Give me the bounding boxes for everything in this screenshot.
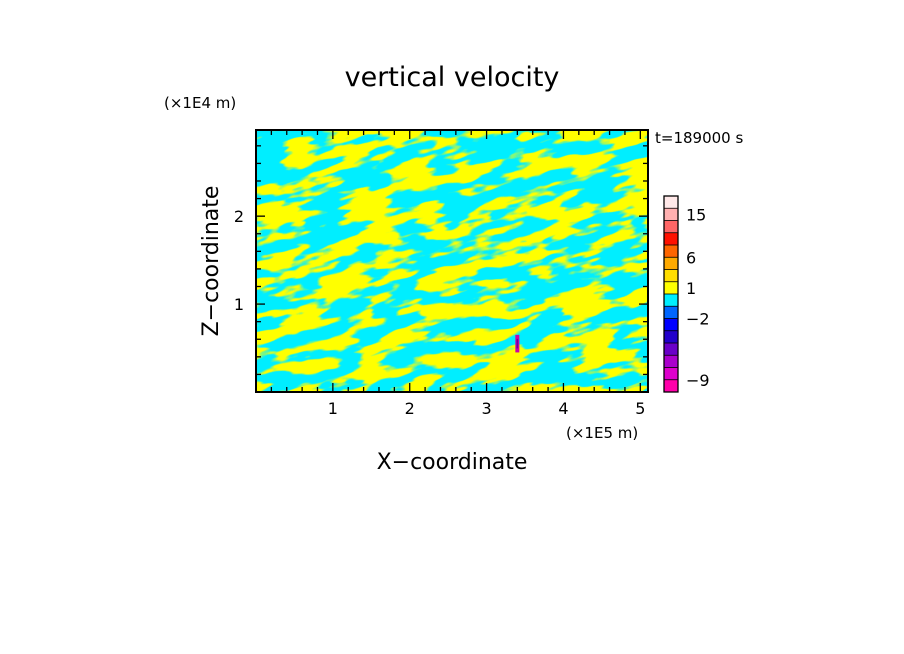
colorbar-swatch bbox=[664, 232, 678, 245]
x-tick-label: 2 bbox=[405, 399, 415, 418]
colorbar-swatch bbox=[664, 330, 678, 343]
y-tick-label: 2 bbox=[234, 207, 244, 226]
colorbar-label: −2 bbox=[686, 310, 710, 329]
x-tick-label: 5 bbox=[635, 399, 645, 418]
x-tick-labels: 1 2 3 4 5 bbox=[328, 399, 646, 418]
field-bands bbox=[256, 130, 648, 392]
x-unit-label: (×1E5 m) bbox=[566, 424, 638, 442]
colorbar-swatch bbox=[664, 245, 678, 258]
y-unit-label: (×1E4 m) bbox=[164, 94, 236, 112]
colorbar-swatch bbox=[664, 367, 678, 380]
y-tick-labels: 12 bbox=[234, 207, 244, 314]
field-area bbox=[256, 130, 648, 392]
colorbar-swatch bbox=[664, 281, 678, 294]
colorbar-label: 1 bbox=[686, 279, 696, 298]
colorbar-swatch bbox=[664, 306, 678, 319]
colorbar-label: 15 bbox=[686, 205, 706, 224]
colorbar-swatch bbox=[664, 355, 678, 368]
colorbar-swatch bbox=[664, 294, 678, 307]
y-tick-label: 1 bbox=[234, 295, 244, 314]
colorbar-swatch bbox=[664, 343, 678, 356]
colorbar-swatch bbox=[664, 196, 678, 209]
colorbar-swatch bbox=[664, 208, 678, 221]
colorbar-swatch bbox=[664, 220, 678, 233]
x-tick-label: 4 bbox=[558, 399, 568, 418]
colorbar-swatch bbox=[664, 379, 678, 392]
colorbar-swatch bbox=[664, 318, 678, 331]
time-label: t=189000 s bbox=[655, 129, 743, 147]
plot-frame bbox=[255, 129, 649, 393]
colorbar bbox=[663, 195, 679, 393]
x-tick-label: 3 bbox=[481, 399, 491, 418]
axis-ticks bbox=[256, 130, 648, 392]
x-tick-label: 1 bbox=[328, 399, 338, 418]
colorbar-swatch bbox=[664, 257, 678, 270]
colorbar-labels: −9 −2 1 6 15 bbox=[686, 205, 710, 389]
y-axis-label: Z−coordinate bbox=[199, 186, 224, 337]
colorbar-label: −9 bbox=[686, 371, 710, 390]
anomaly-core bbox=[516, 338, 519, 349]
x-axis-label: X−coordinate bbox=[377, 450, 528, 475]
chart-title: vertical velocity bbox=[345, 62, 560, 93]
colorbar-frame bbox=[663, 195, 679, 393]
field-anomaly bbox=[515, 334, 520, 353]
colorbar-swatch bbox=[664, 269, 678, 282]
colorbar-label: 6 bbox=[686, 248, 696, 267]
